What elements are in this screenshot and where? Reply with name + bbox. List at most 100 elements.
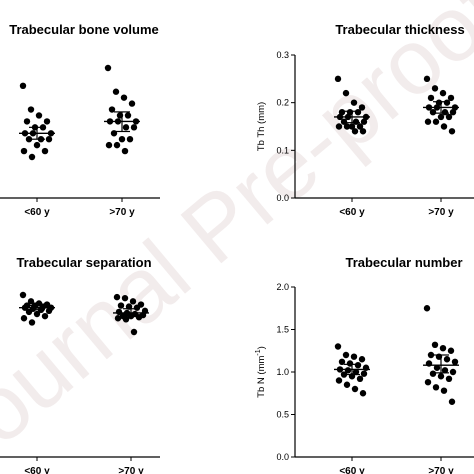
data-point-tl-1-3: [128, 100, 136, 107]
data-point-br-0-3: [358, 356, 366, 363]
y-tick-label-tr-3: 0.3: [276, 50, 289, 60]
data-point-tr-1-13: [437, 113, 445, 121]
data-point-tr-0-3: [358, 104, 366, 111]
data-point-tr-1-17: [440, 123, 448, 130]
data-point-br-0-9: [344, 367, 352, 374]
x-category-label-tr-0: <60 y: [339, 207, 365, 218]
data-point-tl-1-13: [118, 136, 126, 143]
x-category-label-bl-0: <60 y: [24, 466, 50, 474]
data-point-br-1-10: [441, 367, 449, 374]
data-point-br-0-2: [350, 353, 358, 360]
y-tick-label-br-1: 0.5: [276, 410, 289, 420]
data-point-bl-1-4: [117, 302, 125, 309]
data-point-tl-0-14: [41, 147, 49, 155]
data-point-tl-0-11: [45, 136, 53, 143]
data-point-tl-0-16: [28, 153, 36, 161]
data-point-br-0-14: [356, 375, 364, 382]
data-point-tr-0-12: [340, 118, 348, 125]
data-point-tr-1-12: [429, 109, 437, 116]
data-point-br-0-17: [351, 385, 359, 393]
data-point-br-1-1: [431, 341, 439, 348]
data-point-bl-1-2: [129, 298, 137, 305]
data-point-br-1-15: [424, 379, 432, 386]
data-point-tr-1-1: [431, 85, 439, 92]
y-tick-label-tr-2: 0.2: [276, 98, 289, 108]
data-point-br-0-16: [343, 381, 351, 388]
data-point-tl-1-11: [130, 124, 138, 131]
x-category-label-tr-1: >70 y: [428, 207, 454, 218]
y-tick-label-tr-1: 0.1: [276, 145, 289, 155]
data-point-tr-1-6: [443, 99, 451, 106]
y-axis-label-tr: Tb Th (mm): [256, 102, 267, 151]
data-point-tl-0-2: [35, 112, 43, 119]
data-point-tl-1-10: [122, 124, 130, 131]
data-point-tl-1-0: [104, 64, 112, 72]
data-point-br-1-2: [439, 345, 447, 352]
data-point-tr-0-15: [335, 123, 343, 130]
data-point-br-1-18: [448, 398, 456, 405]
data-point-tr-0-6: [354, 109, 362, 116]
data-point-bl-0-16: [28, 319, 36, 326]
data-point-tl-1-2: [120, 94, 128, 101]
data-point-tl-0-4: [23, 118, 31, 125]
y-tick-label-br-3: 1.5: [276, 325, 289, 335]
data-point-tr-1-0: [423, 75, 431, 83]
data-point-tl-0-3: [43, 118, 51, 125]
data-point-tl-1-17: [121, 147, 129, 155]
panel-title-bl: Trabecular separation: [16, 255, 151, 270]
data-point-br-0-1: [342, 351, 350, 359]
panel-title-tr: Trabecular thickness: [335, 22, 464, 37]
panel-title-br: Trabecular number: [345, 255, 462, 270]
data-point-bl-1-14: [135, 314, 143, 321]
data-point-br-0-11: [360, 370, 368, 377]
data-point-tl-1-6: [124, 112, 132, 119]
x-category-label-tl-0: <60 y: [24, 207, 50, 218]
data-point-tr-0-2: [350, 99, 358, 106]
data-point-bl-0-1: [27, 298, 35, 305]
data-point-tr-1-3: [447, 94, 455, 102]
data-point-tr-0-17: [351, 128, 359, 135]
data-point-tr-0-0: [334, 75, 342, 83]
data-point-bl-0-11: [45, 307, 53, 315]
data-point-bl-1-15: [114, 315, 122, 322]
data-point-br-1-16: [432, 384, 440, 391]
panel-title-tl: Trabecular bone volume: [9, 22, 159, 37]
data-point-br-0-18: [359, 390, 367, 397]
y-tick-label-br-4: 2.0: [276, 282, 289, 292]
data-point-tr-0-16: [343, 123, 351, 130]
data-point-tr-1-16: [432, 118, 440, 125]
data-point-tl-1-14: [126, 136, 134, 143]
y-axis-label-br: Tb N (mm-1): [255, 346, 267, 398]
data-point-tl-0-1: [27, 106, 35, 113]
y-tick-label-tr-0: 0.0: [276, 193, 289, 203]
data-point-tl-0-15: [20, 147, 28, 155]
data-point-tr-0-1: [342, 89, 350, 97]
data-point-bl-1-17: [130, 328, 138, 336]
x-category-label-tl-1: >70 y: [109, 207, 135, 218]
data-point-tl-1-15: [105, 141, 113, 149]
data-point-br-1-17: [440, 387, 448, 394]
data-point-tr-0-11: [360, 118, 368, 125]
y-tick-label-br-2: 1.0: [276, 367, 289, 377]
x-category-label-bl-1: >70 y: [118, 466, 144, 474]
data-point-br-1-7: [451, 358, 459, 365]
data-point-tl-1-1: [112, 88, 120, 95]
data-point-tr-0-10: [352, 118, 360, 125]
data-point-tr-1-18: [448, 128, 456, 135]
data-point-tr-1-14: [445, 113, 453, 121]
data-point-tr-0-13: [348, 123, 356, 130]
data-point-bl-0-14: [41, 312, 49, 320]
data-point-br-0-0: [334, 343, 342, 350]
data-point-bl-0-0: [19, 291, 27, 299]
data-point-tl-1-16: [113, 141, 121, 149]
data-point-tl-0-13: [33, 141, 41, 149]
x-category-label-br-0: <60 y: [339, 466, 365, 474]
data-point-bl-0-15: [20, 315, 28, 322]
data-point-br-1-0: [423, 305, 431, 312]
data-point-br-1-13: [437, 373, 445, 380]
data-point-tr-1-2: [439, 89, 447, 97]
data-point-bl-1-0: [113, 293, 121, 301]
data-point-br-1-11: [449, 368, 457, 376]
